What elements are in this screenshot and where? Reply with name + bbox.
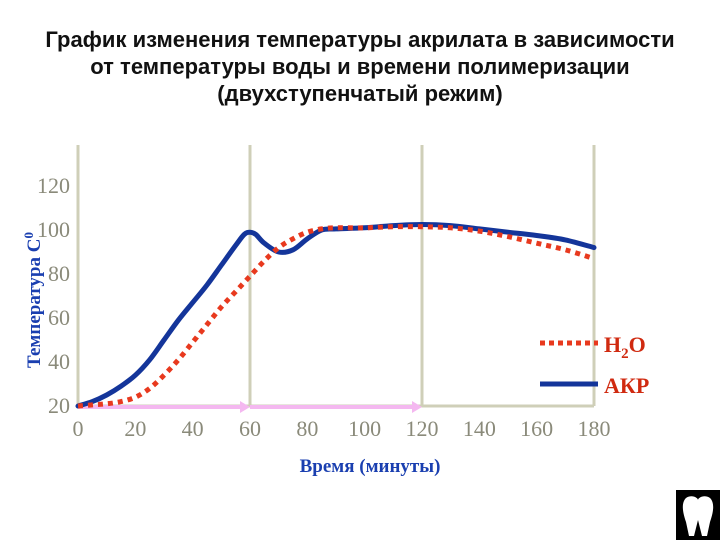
series-lines — [75, 222, 597, 409]
series-line-h2o — [77, 224, 595, 409]
tooth-logo-icon — [676, 490, 720, 540]
legend-label-akr: АКР — [604, 373, 649, 398]
legend-label-h2o: H2O — [604, 332, 646, 362]
y-tick-120: 120 — [37, 173, 70, 198]
y-axis-label: Температура С0 — [21, 232, 45, 368]
y-tick-labels: 20 40 60 80 100 120 — [37, 173, 70, 418]
grid — [76, 145, 596, 408]
x-tick-80: 80 — [296, 416, 318, 441]
x-axis-label: Время (минуты) — [300, 456, 441, 477]
y-axis-label-text: Температура С — [24, 239, 45, 368]
x-tick-60: 60 — [239, 416, 261, 441]
time-arrow-head-1 — [412, 401, 422, 413]
x-tick-20: 20 — [124, 416, 146, 441]
y-tick-80: 80 — [48, 261, 70, 286]
x-tick-40: 40 — [182, 416, 204, 441]
time-arrows — [78, 401, 422, 413]
x-tick-labels: 0 20 40 60 80 100 120 140 160 180 — [73, 416, 611, 441]
legend-label-h2o-tail: O — [629, 332, 646, 357]
x-tick-100: 100 — [348, 416, 381, 441]
y-tick-60: 60 — [48, 305, 70, 330]
x-tick-180: 180 — [578, 416, 611, 441]
x-tick-140: 140 — [463, 416, 496, 441]
y-tick-100: 100 — [37, 217, 70, 242]
x-tick-0: 0 — [73, 416, 84, 441]
y-axis-label-sup: 0 — [21, 232, 36, 239]
series-line-akr — [75, 222, 597, 409]
x-tick-160: 160 — [520, 416, 553, 441]
chart-title: График изменения температуры акрилата в … — [45, 27, 675, 106]
y-tick-20: 20 — [48, 393, 70, 418]
legend-label-h2o-main: H — [604, 332, 621, 357]
legend: H2O АКР — [540, 332, 649, 398]
legend-label-h2o-sub: 2 — [621, 346, 629, 362]
time-arrow-head-0 — [240, 401, 250, 413]
x-tick-120: 120 — [406, 416, 439, 441]
y-tick-40: 40 — [48, 349, 70, 374]
